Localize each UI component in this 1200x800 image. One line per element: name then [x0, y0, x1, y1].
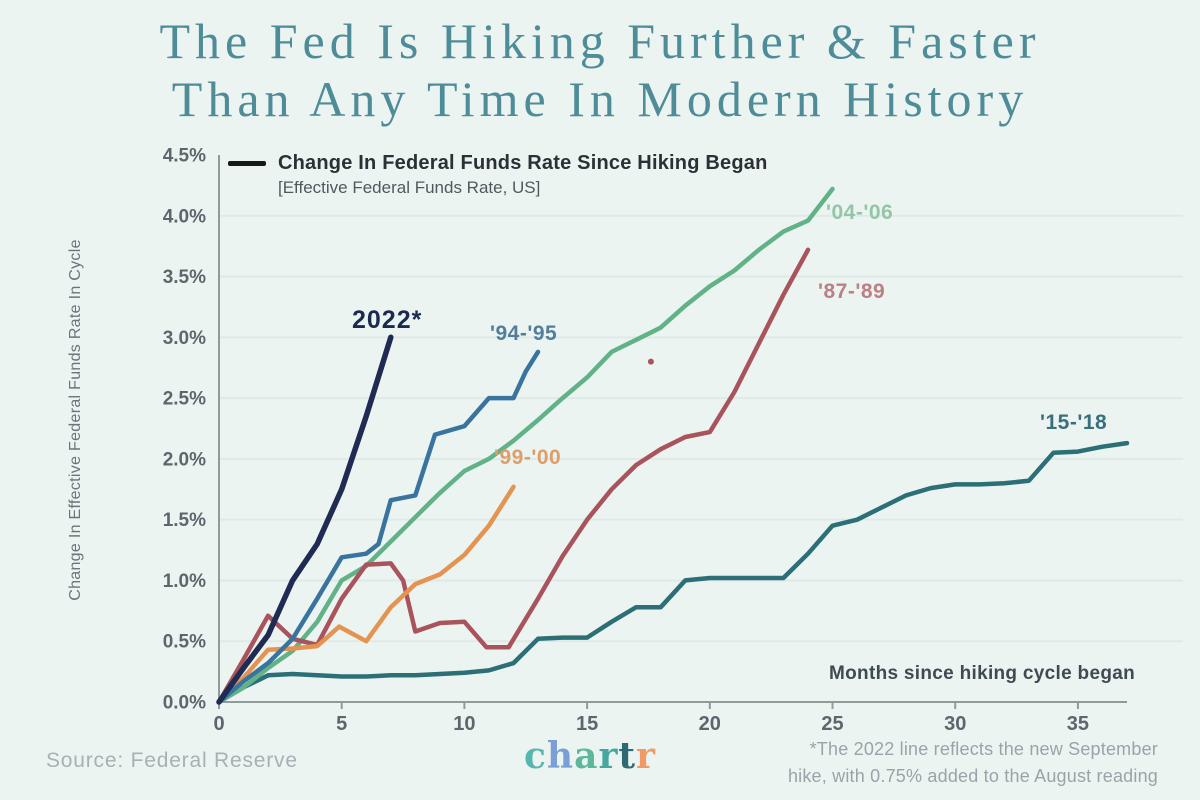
series-line-8789	[216, 247, 811, 705]
x-tick-label: 10	[453, 713, 475, 735]
logo-letter: c	[524, 735, 547, 777]
legend-sublabel: [Effective Federal Funds Rate, US]	[278, 178, 541, 197]
logo-letter: r	[636, 735, 657, 777]
chart-legend: Change In Federal Funds Rate Since Hikin…	[228, 152, 768, 198]
x-tick-label: 30	[944, 713, 966, 735]
series-line-2022	[216, 334, 394, 705]
x-tick-label: 25	[821, 713, 843, 735]
x-tick-label: 5	[336, 713, 347, 735]
y-tick-label: 0.5%	[163, 632, 206, 653]
footnote-line-2: hike, with 0.75% added to the August rea…	[787, 766, 1158, 786]
series-label-99-00: '99-'00	[494, 446, 562, 469]
logo-letter: r	[598, 735, 619, 777]
title-line-2: Than Any Time In Modern History	[171, 71, 1029, 127]
series-line-0406	[216, 186, 835, 705]
x-tick-label: 20	[699, 713, 721, 735]
chart-main-title: The Fed Is Hiking Further & Faster Than …	[0, 12, 1200, 128]
x-tick-label: 0	[213, 713, 224, 735]
y-tick-label: 4.0%	[163, 206, 206, 227]
legend-row: Change In Federal Funds Rate Since Hikin…	[228, 152, 768, 175]
x-tick-label: 35	[1067, 713, 1089, 735]
y-tick-label: 1.5%	[163, 510, 206, 531]
title-line-1: The Fed Is Hiking Further & Faster	[159, 13, 1041, 69]
chartr-logo: chartr	[524, 735, 656, 777]
y-tick-label: 4.5%	[163, 146, 206, 167]
logo-letter: h	[546, 735, 575, 777]
source-credit: Source: Federal Reserve	[46, 749, 298, 772]
series-line-9495	[216, 349, 541, 705]
logo-letter: a	[574, 735, 599, 777]
legend-label: Change In Federal Funds Rate Since Hikin…	[278, 152, 768, 174]
y-tick-label: 2.5%	[163, 389, 206, 410]
series-label-2022: 2022*	[352, 306, 423, 334]
series-line-1518	[216, 440, 1130, 705]
series-line-9900	[216, 484, 516, 705]
series-label-15-18: '15-'18	[1040, 411, 1108, 434]
x-tick-label: 15	[576, 713, 598, 735]
y-tick-label: 2.0%	[163, 449, 206, 470]
logo-letter: t	[618, 735, 637, 777]
legend-line-swatch	[228, 161, 266, 166]
stray-dot	[647, 358, 654, 365]
y-tick-label: 0.0%	[163, 693, 206, 714]
series-label-87-89: '87-'89	[818, 280, 886, 303]
footnote-line-1: *The 2022 line reflects the new Septembe…	[809, 739, 1158, 759]
footnote: *The 2022 line reflects the new Septembe…	[788, 736, 1158, 790]
y-tick-label: 3.5%	[163, 267, 206, 288]
series-label-04-06: '04-'06	[826, 201, 894, 224]
series-label-94-95: '94-'95	[490, 322, 558, 345]
y-tick-label: 3.0%	[163, 328, 206, 349]
y-tick-label: 1.0%	[163, 571, 206, 592]
y-axis-title: Change In Effective Federal Funds Rate I…	[67, 239, 84, 601]
x-axis-title: Months since hiking cycle began	[829, 663, 1135, 684]
